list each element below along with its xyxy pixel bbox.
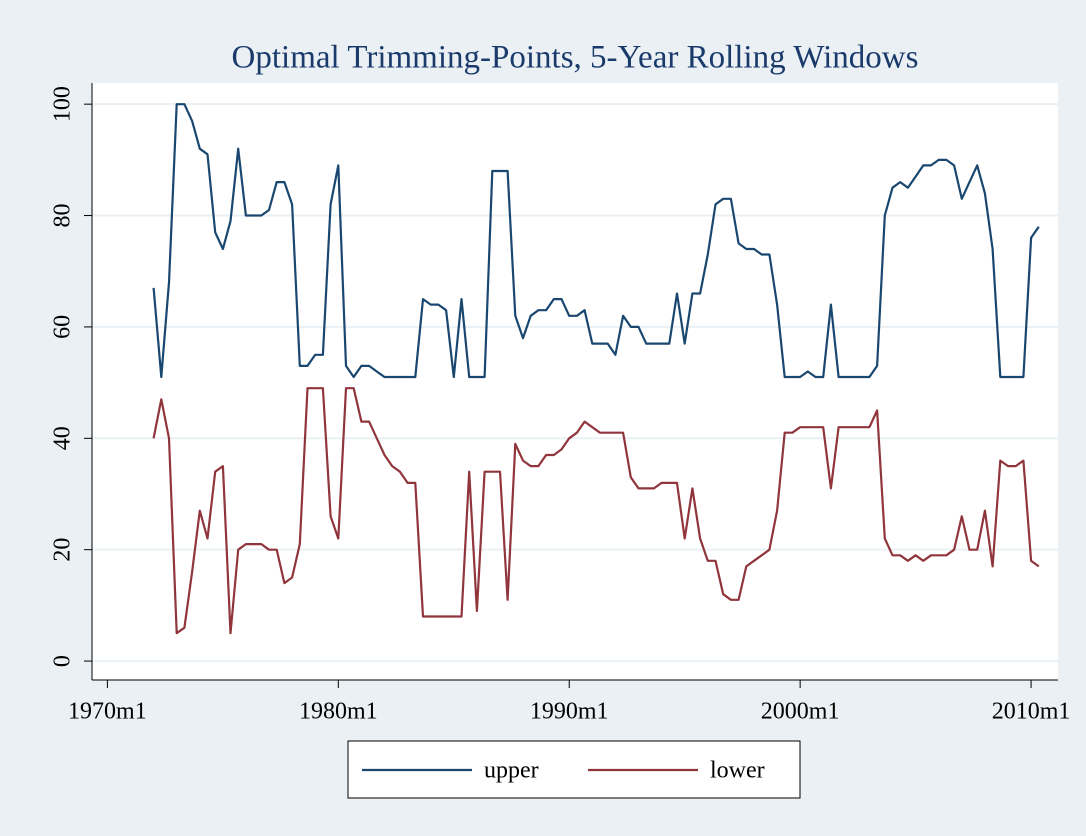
x-tick-label: 2010m1 xyxy=(992,699,1071,725)
y-tick-label: 100 xyxy=(50,86,76,122)
chart-title: Optimal Trimming-Points, 5-Year Rolling … xyxy=(232,40,919,76)
y-tick-label: 0 xyxy=(50,655,76,667)
y-tick-label: 60 xyxy=(50,315,76,339)
legend-label: upper xyxy=(484,758,539,784)
x-tick-label: 1970m1 xyxy=(68,699,147,725)
x-tick-label: 1990m1 xyxy=(530,699,609,725)
y-tick-label: 20 xyxy=(50,538,76,562)
series-line xyxy=(152,103,1040,379)
legend-label: lower xyxy=(710,758,765,784)
y-tick-label: 80 xyxy=(50,204,76,228)
plot-area xyxy=(92,83,1058,680)
y-tick-label: 40 xyxy=(50,426,76,450)
x-tick-label: 2000m1 xyxy=(761,699,840,725)
series-line xyxy=(152,387,1040,635)
x-tick-label: 1980m1 xyxy=(299,699,378,725)
